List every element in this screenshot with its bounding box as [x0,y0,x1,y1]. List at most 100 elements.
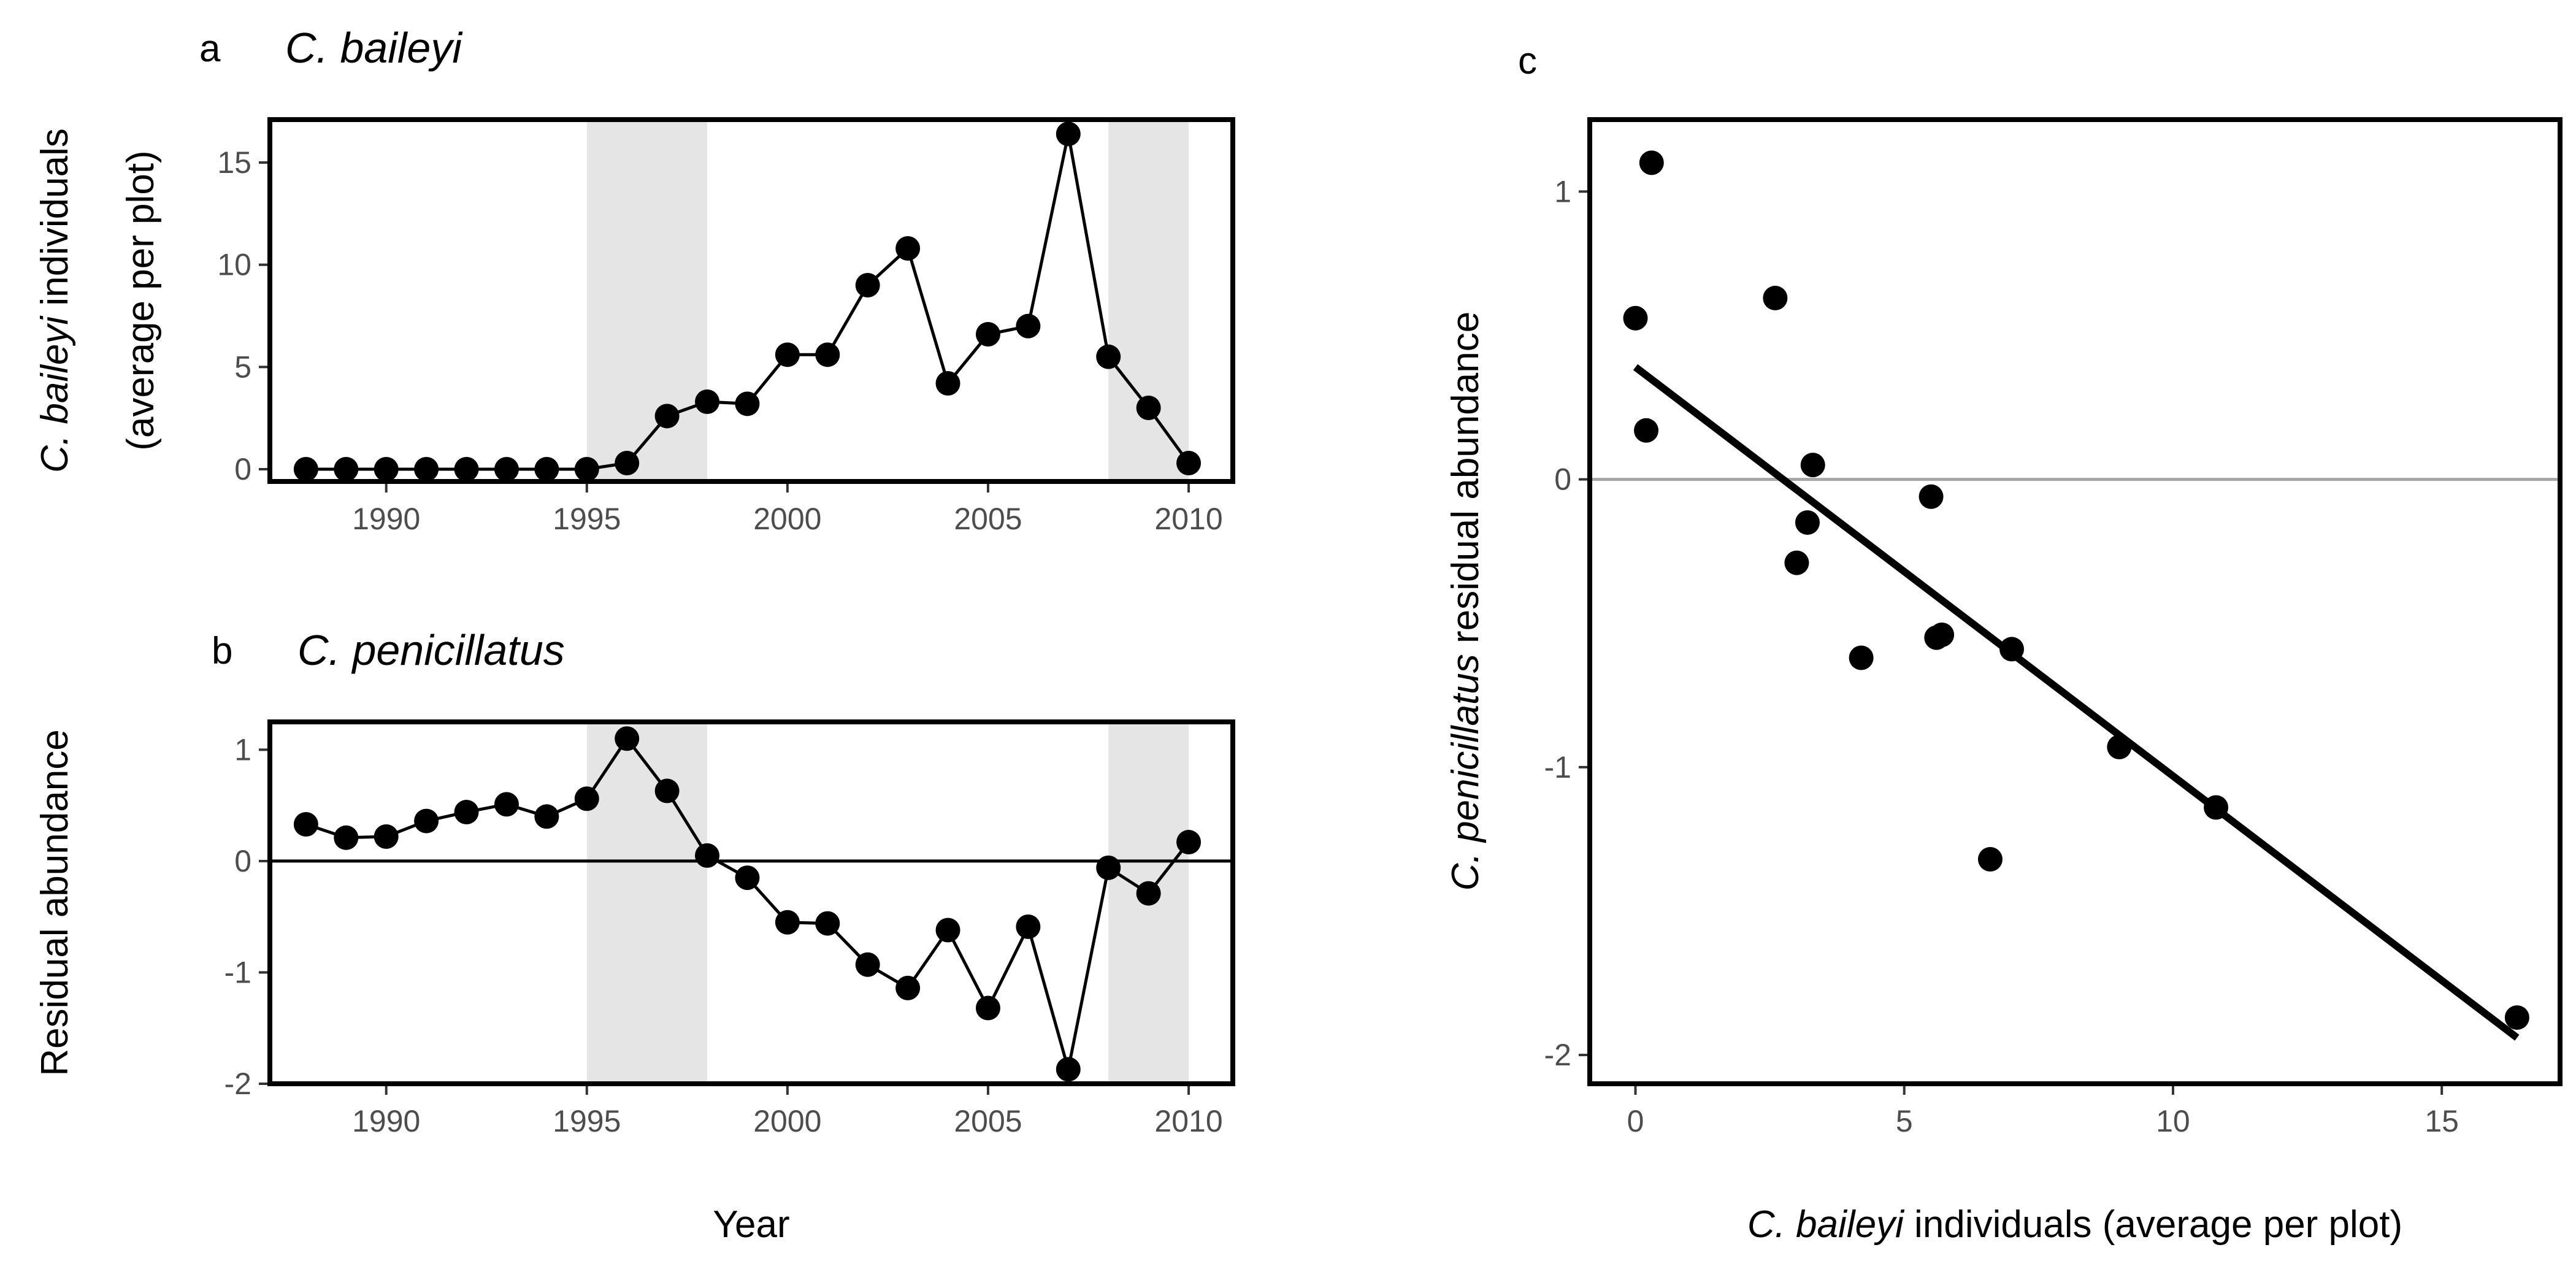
data-point [855,273,880,297]
x-tick-label: 5 [1896,1104,1913,1138]
data-point [414,457,439,481]
data-point [1623,305,1648,331]
data-point [815,911,840,936]
data-point [334,457,359,481]
data-point [1930,622,1955,647]
panel-b-ticks: 1990 1995 2000 2005 2010 1 0 -1 -2 [224,732,1223,1138]
data-point [975,995,1000,1021]
y-tick-label: 0 [234,452,251,486]
data-point [735,865,760,891]
y-tick-label: 0 [234,844,251,878]
y-tick-label: 0 [1554,462,1571,497]
x-tick-label: 2000 [753,502,821,536]
data-point [615,451,640,475]
data-point [374,824,399,849]
data-point [1999,637,2025,662]
x-tick-label: 10 [2156,1104,2190,1138]
data-point [1096,855,1121,880]
y-tick-label: 15 [217,145,251,180]
data-point [1800,453,1825,478]
panel-a-shaded-periods [586,120,1189,481]
data-point [654,404,680,429]
panel-b-ylabel: Residual abundance [34,729,76,1076]
data-point [935,918,960,943]
data-point [1919,484,1944,509]
data-point [574,786,599,811]
panel-c-xlabel: C. baileyi individuals (average per plot… [1747,1203,2402,1246]
data-point [1849,645,1874,670]
panel-a-series-line [305,133,1190,471]
y-tick-label: 5 [234,350,251,384]
data-point [1176,830,1202,855]
data-point [775,910,800,935]
data-point [615,726,640,751]
x-tick-label: 2000 [753,1104,821,1138]
shaded-period [1108,120,1189,481]
data-point [815,342,840,367]
panel-c-ylabel: C. penicillatus residual abundance [1444,312,1487,891]
data-point [695,843,720,868]
data-point [1977,846,2003,872]
panel-c-points [1623,150,2529,1030]
panel-b-letter: b [212,630,232,672]
y-tick-label: -1 [224,955,251,989]
panel-a-letter: a [199,28,221,70]
x-tick-label: 2005 [954,1104,1022,1138]
panel-a-ticks: 1990 1995 2000 2005 2010 0 5 10 15 [217,145,1222,536]
y-tick-label: 1 [1554,174,1571,209]
panel-c-letter: c [1518,40,1537,82]
data-point [1016,914,1041,940]
data-point [1016,313,1041,339]
y-tick-label: 10 [217,248,251,282]
data-point [1634,418,1659,443]
data-point [1795,510,1820,535]
x-tick-label: 1990 [352,502,420,536]
x-tick-label: 2010 [1154,1104,1222,1138]
data-point [1784,550,1809,575]
data-point [1136,396,1161,420]
panel-a-frame [267,117,1235,484]
panel-b-title: C. penicillatus [297,626,565,674]
data-point [695,389,720,414]
panel-b-series-line [305,735,1190,1070]
panel-b-shaded-periods [586,722,1189,1084]
y-tick-label: -2 [224,1067,251,1101]
y-tick-label: -2 [1544,1038,1571,1072]
data-point [735,391,760,416]
data-point [414,808,439,834]
data-point [374,457,399,481]
panel-a: a C. baileyi 1990 1995 2000 2005 2010051015 … [34,24,1235,536]
data-point [1763,285,1788,310]
panel-a-ylabel: C. baileyi individuals [34,128,76,473]
panel-b-points [293,726,1202,1082]
y-tick-label: 1 [234,732,251,767]
data-point [1176,451,1202,475]
panel-b-xlabel: Year [713,1203,789,1246]
data-point [2204,795,2229,820]
panel-c-frame [1587,117,2563,1086]
data-point [494,792,519,817]
x-tick-label: 0 [1627,1104,1644,1138]
data-point [574,457,599,481]
x-tick-label: 2010 [1154,502,1222,536]
y-tick-label: -1 [1544,750,1571,784]
panel-a-points [293,121,1202,481]
data-point [654,778,680,803]
x-tick-label: 1995 [553,1104,621,1138]
data-point [2107,734,2132,759]
x-tick-label: 1995 [553,502,621,536]
x-tick-label: 1990 [352,1104,420,1138]
panel-b: b C. penicillatus 1990 1995 2000 2005 2010 1 0… [34,626,1235,1246]
data-point [454,457,479,481]
data-point [1056,1057,1081,1082]
x-tick-label: 15 [2425,1104,2459,1138]
data-point [1639,150,1664,175]
data-point [895,236,921,261]
data-point [775,342,800,367]
shaded-period [586,120,708,481]
data-point [293,457,318,481]
shaded-period [586,722,708,1084]
panel-c-fit-line [1633,364,2520,1041]
